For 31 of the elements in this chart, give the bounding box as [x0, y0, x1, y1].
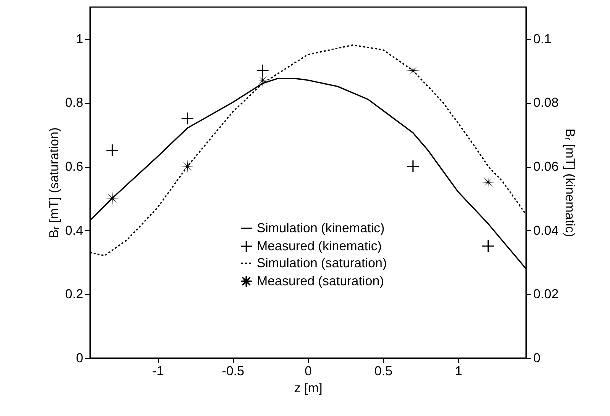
legend-label: Measured (saturation)	[257, 274, 384, 288]
point	[482, 240, 495, 253]
y-tick-label: 1	[76, 31, 84, 46]
point	[482, 176, 496, 190]
y-axis-title: Bᵣ [mT] (saturation)	[46, 128, 62, 238]
legend-label: Simulation (kinematic)	[257, 220, 385, 236]
x-tick-label: -1	[152, 364, 164, 378]
y-tick-label: 0	[76, 350, 84, 366]
y2-tick-label: 0.02	[534, 286, 559, 302]
point	[181, 112, 194, 126]
x-tick-label: -0.5	[222, 364, 245, 378]
y-tick-label: 0.2	[65, 286, 84, 302]
point	[406, 160, 420, 174]
point	[106, 144, 120, 158]
legend-label: Measured (kinematic)	[257, 238, 382, 254]
x-tick-label: 0	[304, 364, 312, 378]
y-tick-label: 0.8	[65, 95, 84, 110]
x-tick-label: 1	[455, 364, 462, 378]
y-tick-label: 0.6	[65, 159, 84, 174]
y2-axis-title: Bᵣ [mT] (kinematic)	[562, 128, 578, 238]
point	[406, 64, 420, 78]
legend-label: Simulation (saturation)	[257, 256, 388, 270]
y2-tick-label: 0.1	[534, 31, 552, 46]
point	[256, 64, 270, 78]
y2-tick-label: 0.08	[534, 95, 559, 110]
y2-tick-label: 0	[534, 350, 541, 366]
y-tick-label: 0.4	[65, 222, 84, 238]
x-tick-label: 0.5	[374, 364, 393, 378]
x-axis-title: z [m]	[294, 380, 323, 396]
y2-tick-label: 0.04	[534, 222, 559, 238]
y2-tick-label: 0.06	[534, 159, 559, 174]
